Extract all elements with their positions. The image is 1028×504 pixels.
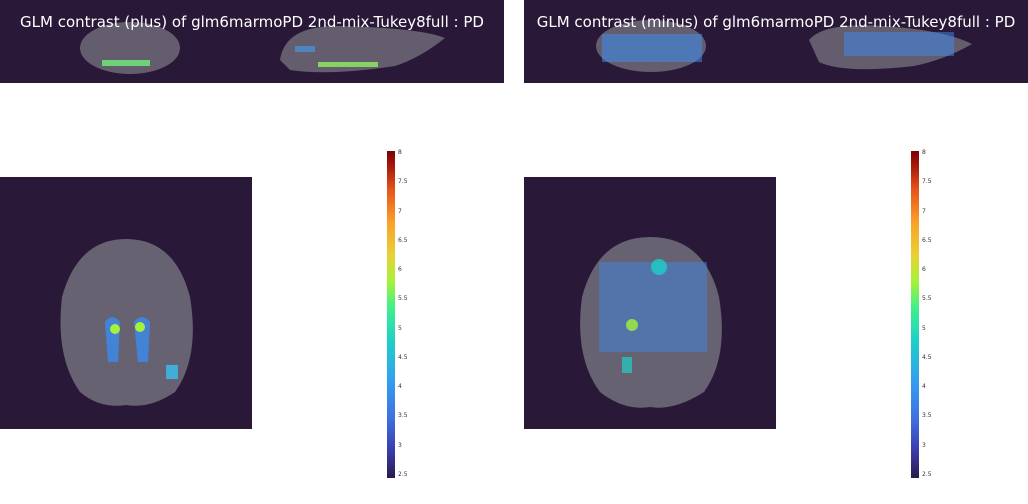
colorbar-tick-label: 3 (922, 441, 926, 449)
colorbar-tick-label: 6 (398, 266, 402, 274)
colorbar-tick-label: 7 (398, 207, 402, 215)
left-sagittal-slice (280, 25, 445, 73)
right-colorbar (911, 151, 919, 478)
colorbar-tick-label: 5.5 (398, 295, 408, 303)
right-sagittal-activation (844, 32, 954, 56)
left-strip-slices (80, 22, 445, 74)
left-title: GLM contrast (plus) of glm6marmoPD 2nd-m… (20, 13, 484, 31)
left-axial-panel (0, 177, 252, 429)
colorbar-tick-label: 5 (922, 324, 926, 332)
left-axial-slice (60, 239, 193, 406)
right-strip-panel: GLM contrast (minus) of glm6marmoPD 2nd-… (524, 0, 1028, 83)
colorbar-tick-label: 3.5 (398, 412, 408, 420)
left-axial-hot-r (135, 322, 145, 332)
right-axial-hot-front (651, 259, 667, 275)
colorbar-tick-label: 5.5 (922, 295, 932, 303)
colorbar-tick-label: 4.5 (922, 353, 932, 361)
left-colorbar (387, 151, 395, 478)
colorbar-tick-label: 3.5 (922, 412, 932, 420)
colorbar-tick-label: 7 (922, 207, 926, 215)
right-strip-slices (596, 20, 972, 72)
colorbar-tick-label: 8 (398, 149, 402, 156)
right-axial-panel (524, 177, 776, 429)
left-sagittal-activation-2 (295, 46, 315, 52)
right-axial-activation (599, 262, 707, 352)
colorbar-tick-label: 2.5 (398, 471, 408, 478)
left-strip-panel: GLM contrast (plus) of glm6marmoPD 2nd-m… (0, 0, 504, 83)
colorbar-tick-label: 7.5 (398, 178, 408, 186)
right-axial-hot-mid (626, 319, 638, 331)
colorbar-tick-label: 5 (398, 324, 402, 332)
colorbar-tick-label: 4 (922, 383, 926, 391)
colorbar-tick-label: 4.5 (398, 353, 408, 361)
right-coronal-activation (602, 34, 702, 62)
colorbar-tick-label: 7.5 (922, 178, 932, 186)
right-axial-activation-low (622, 357, 632, 373)
colorbar-tick-label: 6 (922, 266, 926, 274)
right-axial-brain (580, 237, 722, 408)
left-coronal-activation (102, 60, 150, 66)
colorbar-tick-label: 2.5 (922, 471, 932, 478)
left-axial-activation-side (166, 365, 178, 379)
colorbar-tick-label: 6.5 (922, 236, 932, 244)
colorbar-tick-label: 6.5 (398, 236, 408, 244)
colorbar-tick-label: 8 (922, 149, 926, 156)
right-title: GLM contrast (minus) of glm6marmoPD 2nd-… (536, 13, 1016, 31)
left-sagittal-activation (318, 62, 378, 67)
left-axial-hot-l (110, 324, 120, 334)
left-axial-brain (60, 239, 193, 406)
right-axial-slice (580, 237, 722, 408)
colorbar-tick-label: 4 (398, 383, 402, 391)
colorbar-tick-label: 3 (398, 441, 402, 449)
